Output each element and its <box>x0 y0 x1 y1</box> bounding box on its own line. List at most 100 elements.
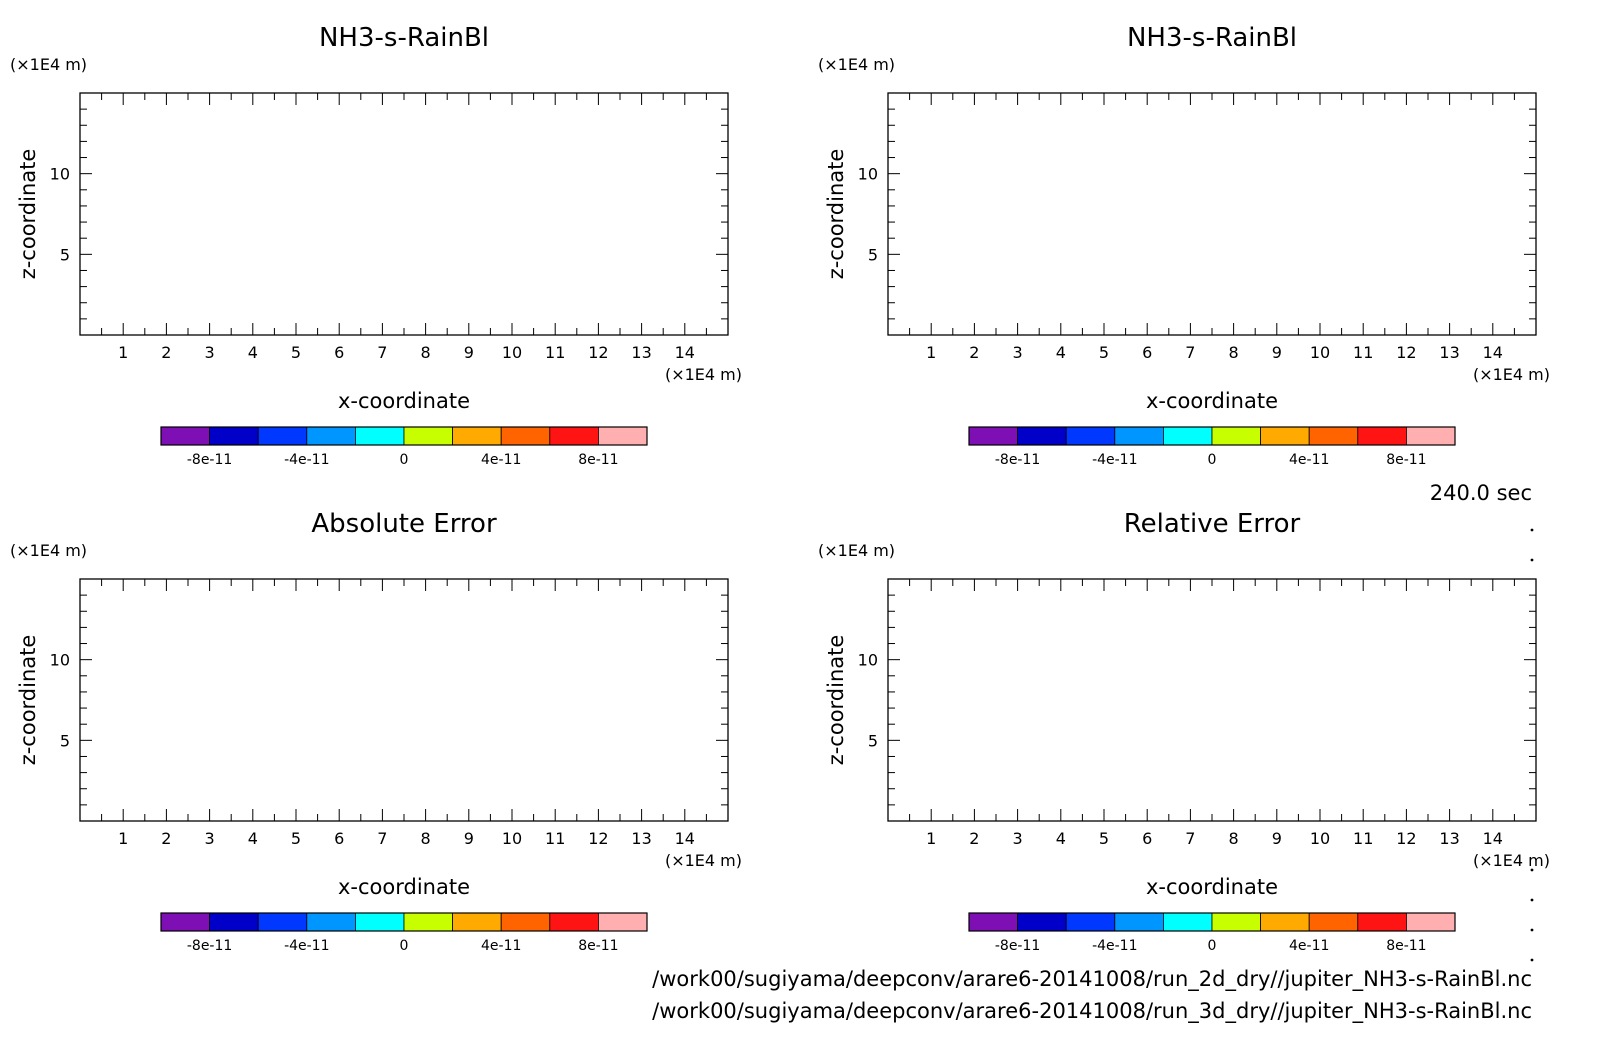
x-tick-label: 2 <box>969 343 979 362</box>
colorbar-swatch <box>1308 426 1359 446</box>
x-tick-label: 10 <box>1310 343 1330 362</box>
panel-4: Relative Error(×1E4 m)1 2 3 4 5 6 7 8 9 10 11 12 13 1… <box>818 509 1550 954</box>
colorbar-label: 0 <box>400 938 409 954</box>
colorbar-frame <box>160 912 648 932</box>
y-tick-label: 10 <box>50 651 70 670</box>
colorbar-swatch <box>549 912 599 932</box>
x-tick-label: 3 <box>205 343 215 362</box>
x-axis-label: x-coordinate <box>1146 875 1278 899</box>
colorbar-label: 0 <box>400 452 409 468</box>
colorbar-swatch <box>1065 912 1116 932</box>
y-axis-label: z-coordinate <box>824 635 848 766</box>
colorbar-swatch <box>209 912 259 932</box>
x-tick-label: 12 <box>1396 829 1416 848</box>
colorbar-label: 8e-11 <box>578 938 618 954</box>
colorbar-swatch <box>968 912 1018 932</box>
time-label: 240.0 sec <box>1430 481 1532 505</box>
colorbar-swatch <box>354 426 405 446</box>
y-axis-label: z-coordinate <box>824 149 848 280</box>
x-tick-label: 7 <box>377 343 387 362</box>
colorbar-label: 8e-11 <box>578 452 618 468</box>
colorbar-label: 4e-11 <box>481 938 521 954</box>
x-axis-label: x-coordinate <box>338 875 470 899</box>
panels: NH3-s-RainBl(×1E4 m)1 2 3 4 5 6 7 8 9 10 11 12 13 145… <box>10 23 1550 954</box>
colorbar-frame <box>160 426 648 446</box>
edge-dot <box>1530 928 1534 932</box>
colorbar-label: 0 <box>1208 452 1217 468</box>
x-tick-label: 7 <box>1185 343 1195 362</box>
source-file-3d: /work00/sugiyama/deepconv/arare6-2014100… <box>652 999 1532 1024</box>
colorbar-swatch <box>354 912 405 932</box>
colorbar-swatch <box>452 426 502 446</box>
colorbar-swatch <box>1357 426 1407 446</box>
x-tick-label: 4 <box>248 829 258 848</box>
y-tick-label: 5 <box>60 731 70 750</box>
x-tick-label: 8 <box>1229 343 1239 362</box>
x-unit-label: (×1E4 m) <box>1473 851 1550 870</box>
panel-title: Absolute Error <box>311 509 497 539</box>
colorbar-swatch <box>403 912 453 932</box>
colorbar-label: -8e-11 <box>995 452 1040 468</box>
colorbar-swatch <box>306 426 356 446</box>
y-tick-label: 10 <box>858 651 878 670</box>
y-unit-label: (×1E4 m) <box>10 55 87 74</box>
x-tick-label: 13 <box>1439 343 1459 362</box>
x-tick-label: 3 <box>1013 343 1023 362</box>
colorbar-swatch <box>160 426 210 446</box>
colorbar-label: -4e-11 <box>1092 938 1137 954</box>
x-tick-label: 13 <box>631 829 651 848</box>
colorbar-label: -8e-11 <box>187 938 232 954</box>
x-axis-label: x-coordinate <box>1146 389 1278 413</box>
y-tick-label: 5 <box>868 245 878 264</box>
edge-dot <box>1530 528 1534 532</box>
plot-frame <box>887 92 1537 336</box>
colorbar-swatch <box>1211 912 1261 932</box>
colorbar-swatch <box>500 426 551 446</box>
x-tick-label: 10 <box>502 343 522 362</box>
x-tick-label: 1 <box>926 343 936 362</box>
colorbar-label: 4e-11 <box>481 452 521 468</box>
x-tick-label: 6 <box>1142 343 1152 362</box>
x-tick-label: 12 <box>588 829 608 848</box>
x-tick-label: 7 <box>377 829 387 848</box>
x-tick-label: 9 <box>1272 343 1282 362</box>
colorbar-frame <box>968 426 1456 446</box>
colorbar-label: 4e-11 <box>1289 452 1329 468</box>
x-tick-label: 10 <box>1310 829 1330 848</box>
x-tick-label: 10 <box>502 829 522 848</box>
x-tick-label: 2 <box>161 343 171 362</box>
x-tick-label: 8 <box>1229 829 1239 848</box>
edge-dot <box>1530 868 1534 872</box>
colorbar-swatch <box>1308 912 1359 932</box>
x-tick-label: 4 <box>1056 829 1066 848</box>
colorbar-label: 8e-11 <box>1386 938 1426 954</box>
x-tick-label: 11 <box>1353 829 1373 848</box>
colorbar-swatch <box>403 426 453 446</box>
source-file-2d: /work00/sugiyama/deepconv/arare6-2014100… <box>652 967 1532 992</box>
colorbar-swatch <box>1017 426 1067 446</box>
colorbar-label: 4e-11 <box>1289 938 1329 954</box>
x-tick-label: 1 <box>118 343 128 362</box>
x-tick-label: 8 <box>421 343 431 362</box>
x-tick-label: 9 <box>464 829 474 848</box>
x-tick-label: 5 <box>291 829 301 848</box>
x-tick-label: 9 <box>464 343 474 362</box>
colorbar-swatch <box>1065 426 1116 446</box>
x-tick-label: 11 <box>1353 343 1373 362</box>
x-tick-label: 3 <box>205 829 215 848</box>
colorbar-swatch <box>1260 426 1310 446</box>
colorbar-swatch <box>968 426 1018 446</box>
x-tick-label: 5 <box>291 343 301 362</box>
plot-frame <box>79 578 729 822</box>
colorbar-label: -8e-11 <box>995 938 1040 954</box>
y-axis-label: z-coordinate <box>16 635 40 766</box>
x-tick-label: 8 <box>421 829 431 848</box>
colorbar-swatch <box>160 912 210 932</box>
x-tick-label: 5 <box>1099 829 1109 848</box>
panel-title: NH3-s-RainBl <box>1127 23 1297 53</box>
y-tick-label: 5 <box>60 245 70 264</box>
y-tick-label: 10 <box>858 165 878 184</box>
colorbar-swatch <box>306 912 356 932</box>
y-unit-label: (×1E4 m) <box>818 55 895 74</box>
colorbar-swatch <box>1406 426 1456 446</box>
